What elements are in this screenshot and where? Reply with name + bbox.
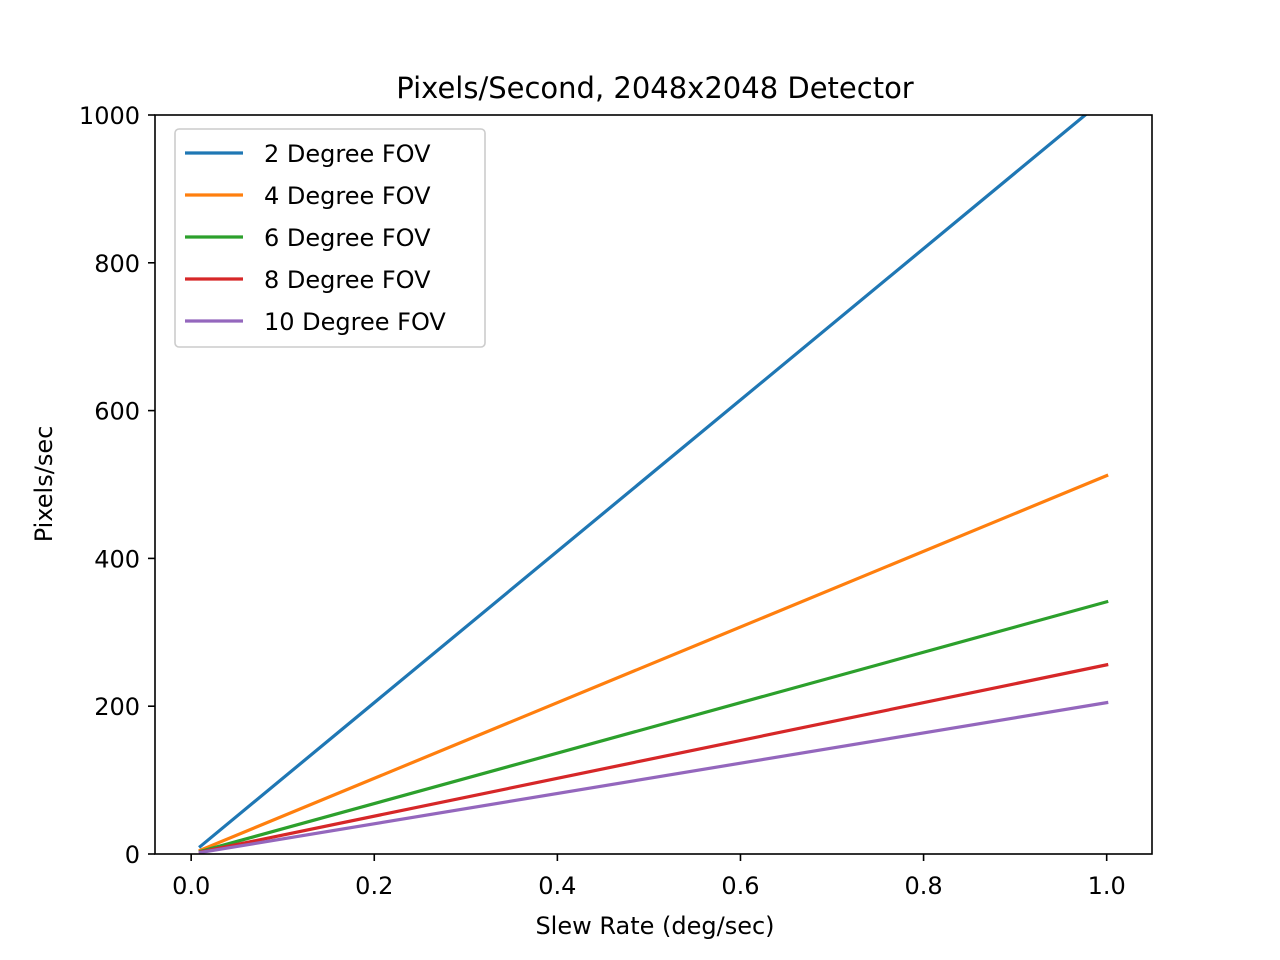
legend: 2 Degree FOV 4 Degree FOV 6 Degree FOV 8 De… (174, 128, 486, 348)
series-line-5 (198, 700, 1109, 854)
chart-title: Pixels/Second, 2048x2048 Detector (396, 71, 914, 105)
y-tick-label: 600 (94, 398, 140, 426)
x-tick-label: 0.8 (904, 872, 942, 900)
legend-entries: 2 Degree FOV 4 Degree FOV 6 Degree FOV 8 De… (185, 140, 446, 336)
series-line-1 (198, 115, 1088, 849)
legend-label-3: 6 Degree FOV (264, 224, 431, 252)
y-tick-label: 0 (125, 841, 140, 869)
x-tick-label: 0.0 (172, 872, 210, 900)
tick-layer: 0.0 0.2 0.4 0.6 0.8 1.0 0 200 400 600 800 1000 (79, 102, 1126, 900)
y-tick-label: 200 (94, 693, 140, 721)
x-tick-label: 0.6 (721, 872, 759, 900)
legend-label-4: 8 Degree FOV (264, 266, 431, 294)
legend-label-5: 10 Degree FOV (264, 308, 446, 336)
series-line-2 (198, 473, 1109, 853)
y-tick-label: 1000 (79, 102, 140, 130)
x-axis-label: Slew Rate (deg/sec) (535, 912, 774, 940)
plot-frame (154, 114, 1153, 855)
y-tick-label: 400 (94, 545, 140, 573)
series-layer (198, 115, 1109, 854)
y-axis-label: Pixels/sec (30, 426, 58, 543)
x-tick-label: 0.4 (538, 872, 576, 900)
series-line-4 (198, 662, 1109, 854)
legend-label-2: 4 Degree FOV (264, 182, 431, 210)
x-tick-label: 0.2 (355, 872, 393, 900)
legend-label-1: 2 Degree FOV (264, 140, 431, 168)
x-tick-label: 1.0 (1088, 872, 1126, 900)
y-tick-label: 800 (94, 250, 140, 278)
legend-box (174, 128, 486, 348)
series-line-3 (198, 599, 1109, 854)
